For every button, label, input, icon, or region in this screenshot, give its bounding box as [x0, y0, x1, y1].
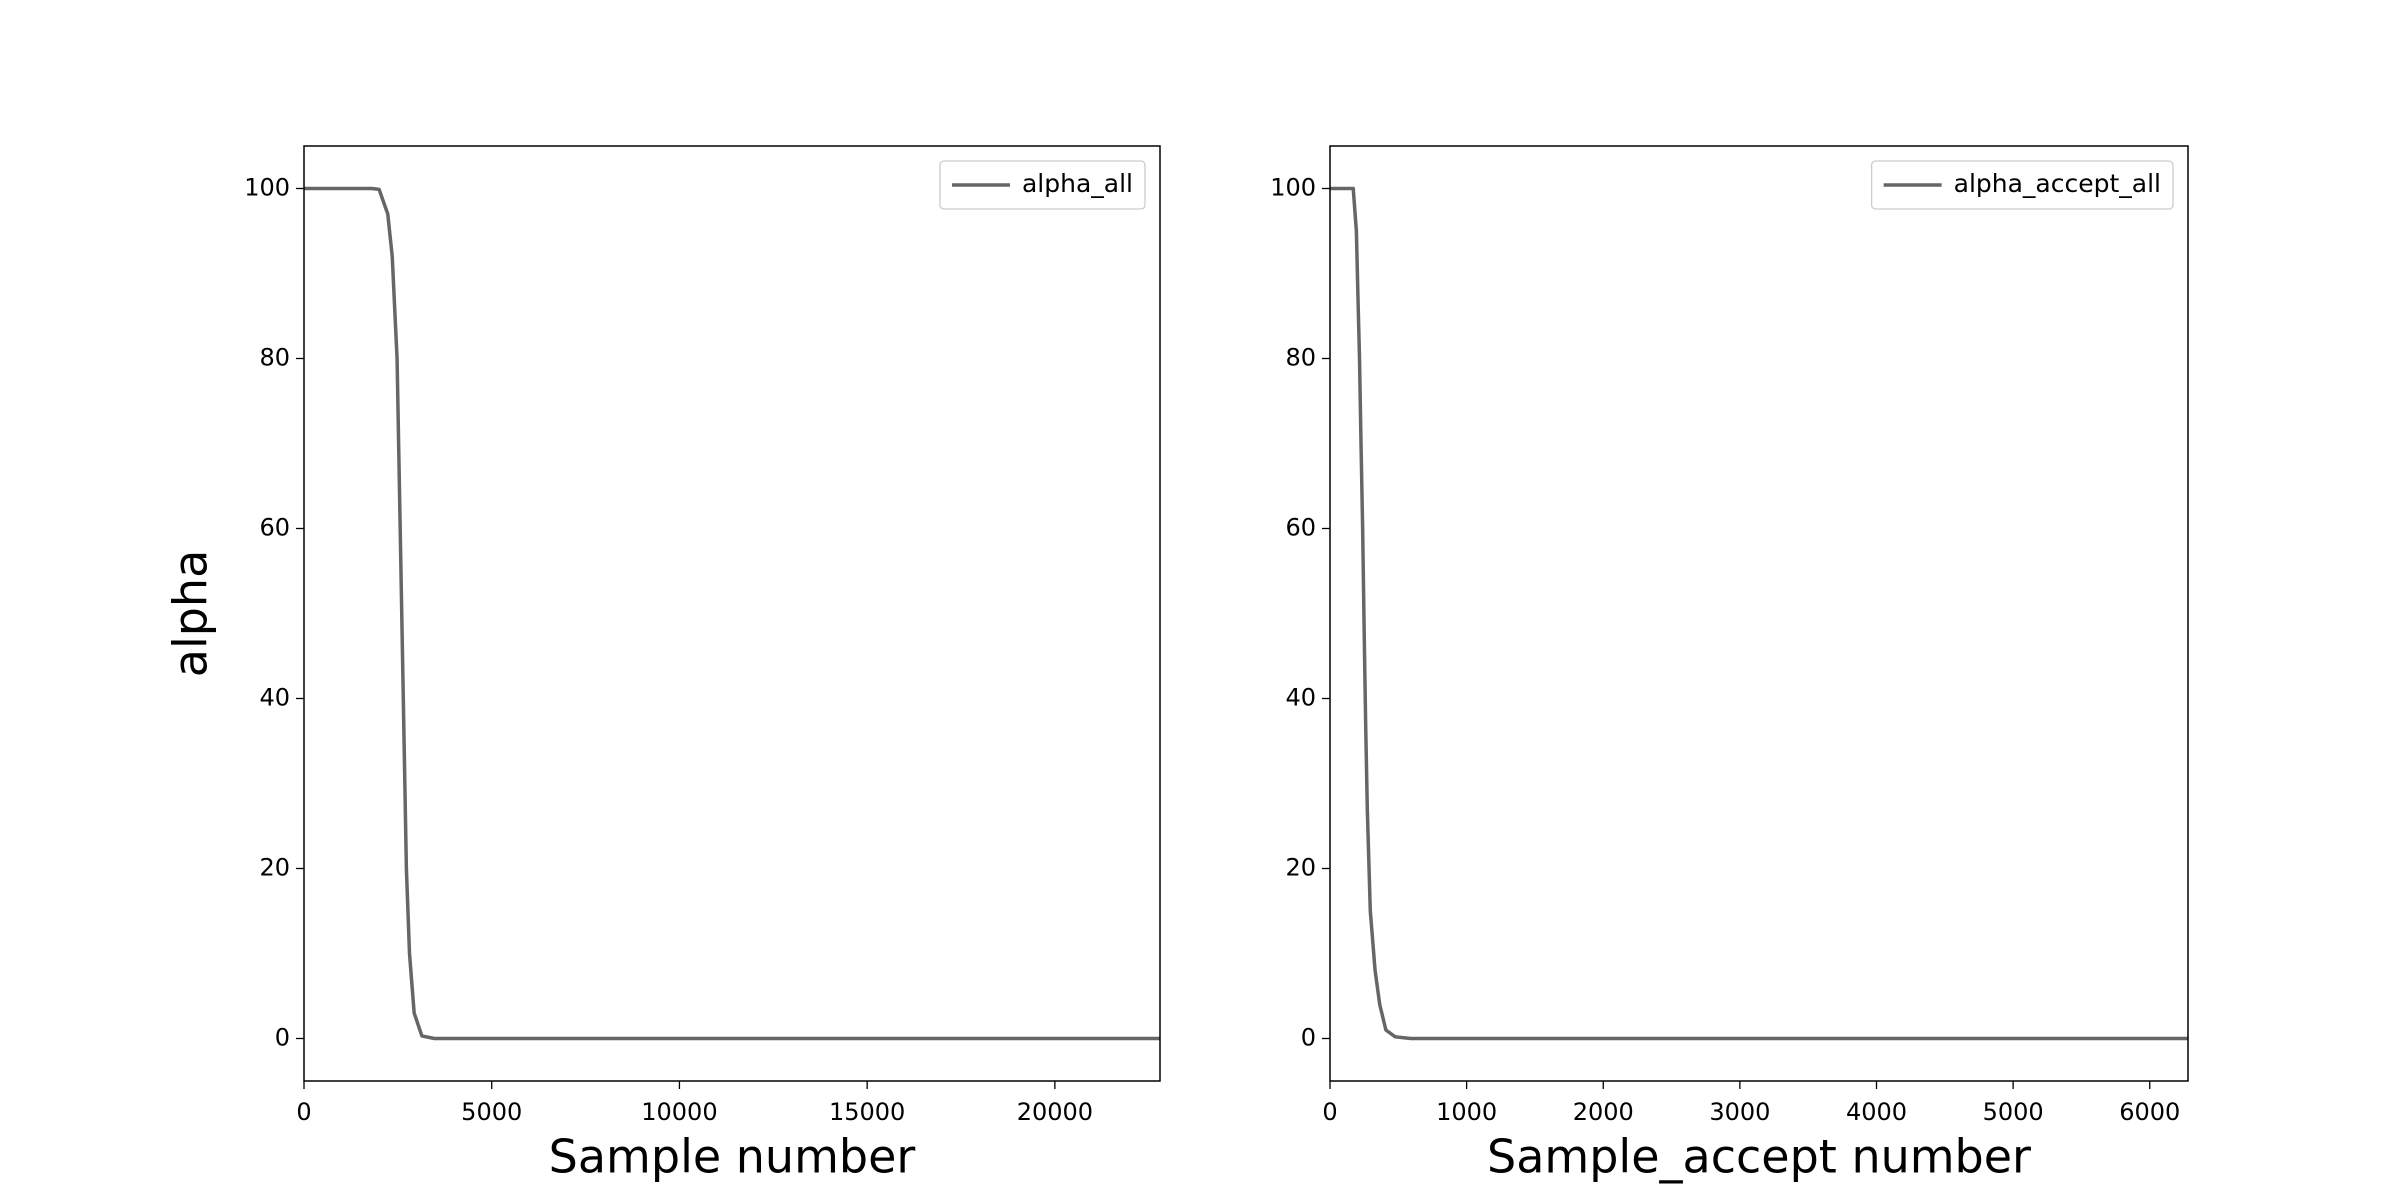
y-axis-label: alpha — [164, 550, 218, 678]
x-tick-label: 0 — [1322, 1098, 1337, 1126]
x-axis-label: Sample_accept number — [1487, 1130, 2031, 1184]
x-tick-label: 5000 — [1983, 1098, 2044, 1126]
axes: 0 20 40 60 80 100 0 5000 10000 15000 20000 Sample n… — [164, 145, 1161, 1184]
legend: alpha_accept_all — [1870, 160, 2174, 210]
y-tick-label: 80 — [1285, 344, 1316, 372]
legend-label: alpha_accept_all — [1954, 169, 2161, 198]
legend-box — [939, 160, 1146, 210]
axes-frame — [303, 145, 1161, 1082]
y-tick-label: 60 — [259, 514, 290, 542]
y-tick-label: 80 — [259, 344, 290, 372]
y-tick-label: 40 — [259, 684, 290, 712]
legend-box — [1870, 160, 2174, 210]
y-tick-label: 20 — [259, 854, 290, 882]
y-tick-label: 0 — [1301, 1024, 1316, 1052]
data-line — [1330, 186, 2188, 1041]
x-tick-label: 15000 — [829, 1098, 905, 1126]
x-tick-label: 4000 — [1846, 1098, 1907, 1126]
x-tick-label: 2000 — [1573, 1098, 1634, 1126]
x-tick-label: 5000 — [461, 1098, 522, 1126]
x-tick-label: 1000 — [1436, 1098, 1497, 1126]
y-tick-label: 40 — [1285, 684, 1316, 712]
data-line — [304, 186, 1160, 1041]
y-tick-label: 0 — [275, 1024, 290, 1052]
x-tick-label: 10000 — [641, 1098, 717, 1126]
x-axis-label: Sample number — [549, 1130, 916, 1184]
y-tick-label: 100 — [244, 174, 290, 202]
x-tick-label: 3000 — [1709, 1098, 1770, 1126]
x-tick-label: 6000 — [2119, 1098, 2180, 1126]
legend: alpha_all — [939, 160, 1146, 210]
legend-label: alpha_all — [1022, 169, 1133, 198]
x-tick-label: 0 — [296, 1098, 311, 1126]
y-tick-label: 100 — [1270, 174, 1316, 202]
y-tick-label: 60 — [1285, 514, 1316, 542]
y-tick-label: 20 — [1285, 854, 1316, 882]
axes-frame — [1329, 145, 2189, 1082]
x-tick-label: 20000 — [1017, 1098, 1093, 1126]
